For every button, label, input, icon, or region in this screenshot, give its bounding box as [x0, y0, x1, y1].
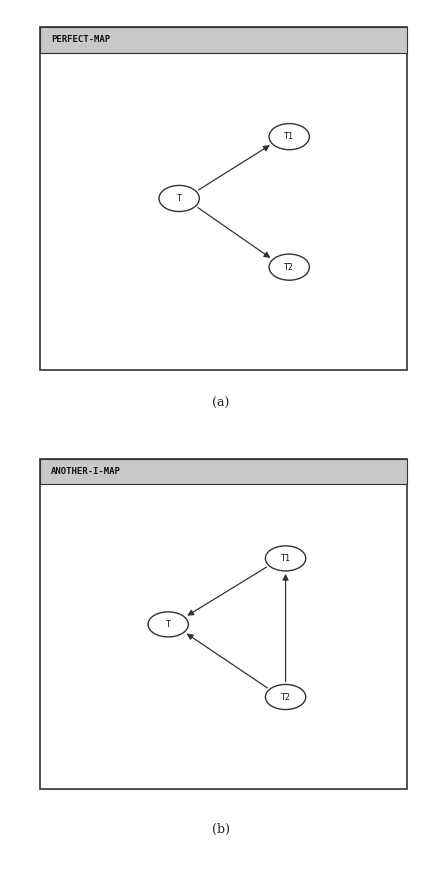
Bar — [40, 459, 407, 484]
Text: T2: T2 — [281, 692, 290, 701]
Ellipse shape — [269, 254, 309, 280]
Text: (a): (a) — [212, 397, 230, 409]
Ellipse shape — [148, 612, 188, 637]
Bar — [40, 27, 407, 53]
Ellipse shape — [269, 124, 309, 150]
Text: T: T — [177, 194, 182, 203]
Ellipse shape — [265, 546, 306, 571]
Ellipse shape — [159, 186, 199, 211]
Text: T1: T1 — [281, 554, 290, 563]
Text: T: T — [166, 620, 171, 629]
Text: (b): (b) — [212, 823, 230, 836]
Ellipse shape — [265, 684, 306, 709]
Text: PERFECT-MAP: PERFECT-MAP — [51, 35, 110, 44]
Text: T1: T1 — [284, 132, 294, 141]
Text: ANOTHER-I-MAP: ANOTHER-I-MAP — [51, 467, 121, 476]
Text: T2: T2 — [284, 262, 294, 272]
